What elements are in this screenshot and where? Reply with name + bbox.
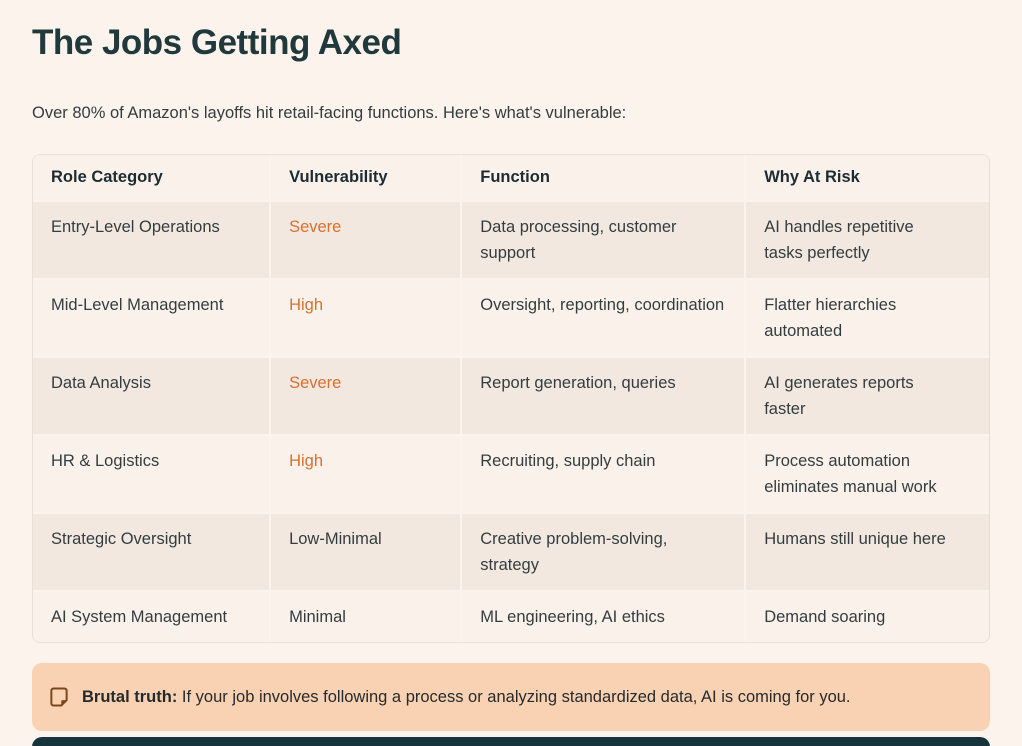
vulnerability-table-card: Role Category Vulnerability Function Why… bbox=[32, 154, 990, 643]
cell-vulnerability: High bbox=[269, 278, 462, 357]
column-header-function: Function bbox=[460, 155, 746, 201]
cell-vulnerability: Low-Minimal bbox=[269, 512, 462, 591]
page-title: The Jobs Getting Axed bbox=[32, 23, 402, 62]
table-row: Entry-Level Operations Severe Data proce… bbox=[33, 200, 989, 279]
cell-function: Oversight, reporting, coordination bbox=[460, 278, 746, 357]
table-row: HR & Logistics High Recruiting, supply c… bbox=[33, 434, 989, 513]
cell-why-at-risk: Demand soaring bbox=[744, 590, 989, 642]
cell-why-at-risk: Flatter hierarchies automated bbox=[744, 278, 989, 357]
cell-why-at-risk: Humans still unique here bbox=[744, 512, 989, 591]
column-header-role-category: Role Category bbox=[33, 155, 271, 201]
cell-role-category: AI System Management bbox=[33, 590, 271, 642]
cell-why-at-risk: Process automation eliminates manual wor… bbox=[744, 434, 989, 513]
cell-function: Data processing, customer support bbox=[460, 200, 746, 279]
cell-vulnerability: Severe bbox=[269, 356, 462, 435]
cell-function: Creative problem-solving, strategy bbox=[460, 512, 746, 591]
column-header-why-at-risk: Why At Risk bbox=[744, 155, 989, 201]
cell-role-category: Strategic Oversight bbox=[33, 512, 271, 591]
cell-why-at-risk: AI generates reports faster bbox=[744, 356, 989, 435]
table-row: Data Analysis Severe Report generation, … bbox=[33, 356, 989, 435]
cell-role-category: Mid-Level Management bbox=[33, 278, 271, 357]
table-row: Strategic Oversight Low-Minimal Creative… bbox=[33, 512, 989, 591]
cell-role-category: Entry-Level Operations bbox=[33, 200, 271, 279]
callout-label: Brutal truth: bbox=[82, 688, 178, 706]
cell-function: ML engineering, AI ethics bbox=[460, 590, 746, 642]
cell-vulnerability: High bbox=[269, 434, 462, 513]
cell-role-category: Data Analysis bbox=[33, 356, 271, 435]
cell-vulnerability: Severe bbox=[269, 200, 462, 279]
callout-body: If your job involves following a process… bbox=[177, 688, 851, 706]
cell-function: Report generation, queries bbox=[460, 356, 746, 435]
cell-why-at-risk: AI handles repetitive tasks perfectly bbox=[744, 200, 989, 279]
cell-function: Recruiting, supply chain bbox=[460, 434, 746, 513]
brutal-truth-callout: Brutal truth: If your job involves follo… bbox=[32, 663, 990, 731]
sticky-note-icon bbox=[50, 686, 68, 708]
next-section-peek bbox=[32, 737, 990, 746]
page-subtitle: Over 80% of Amazon's layoffs hit retail-… bbox=[32, 104, 627, 122]
callout-text: Brutal truth: If your job involves follo… bbox=[82, 685, 851, 709]
table-row: Mid-Level Management High Oversight, rep… bbox=[33, 278, 989, 357]
column-header-vulnerability: Vulnerability bbox=[269, 155, 462, 201]
cell-role-category: HR & Logistics bbox=[33, 434, 271, 513]
vulnerability-table: Role Category Vulnerability Function Why… bbox=[33, 155, 989, 642]
table-header-row: Role Category Vulnerability Function Why… bbox=[33, 155, 989, 201]
cell-vulnerability: Minimal bbox=[269, 590, 462, 642]
table-row: AI System Management Minimal ML engineer… bbox=[33, 590, 989, 642]
